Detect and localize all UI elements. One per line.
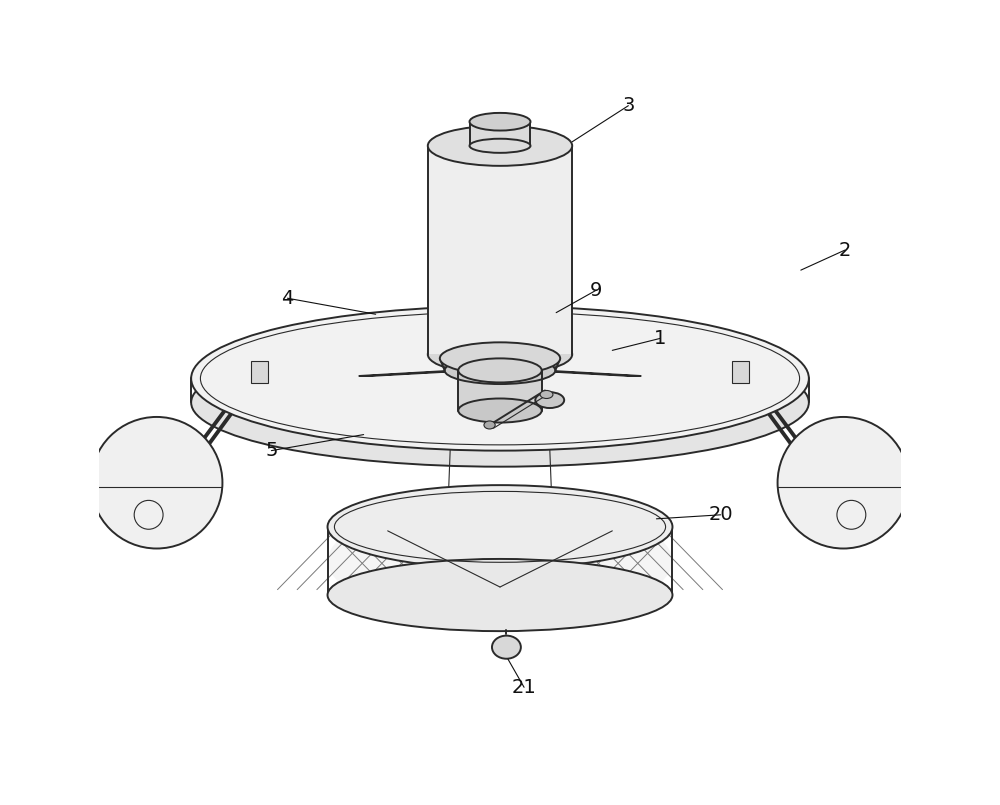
Text: 5: 5 bbox=[265, 441, 278, 460]
Text: 2: 2 bbox=[839, 241, 851, 259]
Polygon shape bbox=[494, 370, 506, 372]
Ellipse shape bbox=[328, 485, 672, 568]
Polygon shape bbox=[458, 370, 542, 411]
Polygon shape bbox=[251, 361, 268, 383]
Text: 21: 21 bbox=[512, 678, 536, 697]
Text: 9: 9 bbox=[590, 281, 602, 299]
Text: 20: 20 bbox=[708, 506, 733, 524]
Polygon shape bbox=[732, 361, 749, 383]
Ellipse shape bbox=[458, 358, 542, 382]
Ellipse shape bbox=[540, 390, 553, 398]
Ellipse shape bbox=[428, 334, 572, 374]
Ellipse shape bbox=[535, 392, 564, 408]
Ellipse shape bbox=[328, 502, 672, 620]
Text: 3: 3 bbox=[622, 96, 635, 115]
Text: 4: 4 bbox=[281, 289, 294, 308]
Polygon shape bbox=[359, 370, 470, 376]
Ellipse shape bbox=[328, 559, 672, 631]
Ellipse shape bbox=[191, 306, 809, 451]
Ellipse shape bbox=[445, 357, 555, 384]
Polygon shape bbox=[470, 122, 530, 146]
Ellipse shape bbox=[191, 338, 809, 467]
Ellipse shape bbox=[470, 113, 530, 130]
Ellipse shape bbox=[440, 342, 560, 374]
Ellipse shape bbox=[484, 421, 495, 429]
Ellipse shape bbox=[91, 417, 222, 548]
Polygon shape bbox=[530, 370, 641, 376]
Ellipse shape bbox=[470, 138, 530, 153]
Ellipse shape bbox=[492, 636, 521, 658]
Polygon shape bbox=[428, 146, 572, 354]
Ellipse shape bbox=[778, 417, 909, 548]
Text: 1: 1 bbox=[654, 328, 667, 348]
Ellipse shape bbox=[458, 398, 542, 423]
Ellipse shape bbox=[428, 126, 572, 166]
